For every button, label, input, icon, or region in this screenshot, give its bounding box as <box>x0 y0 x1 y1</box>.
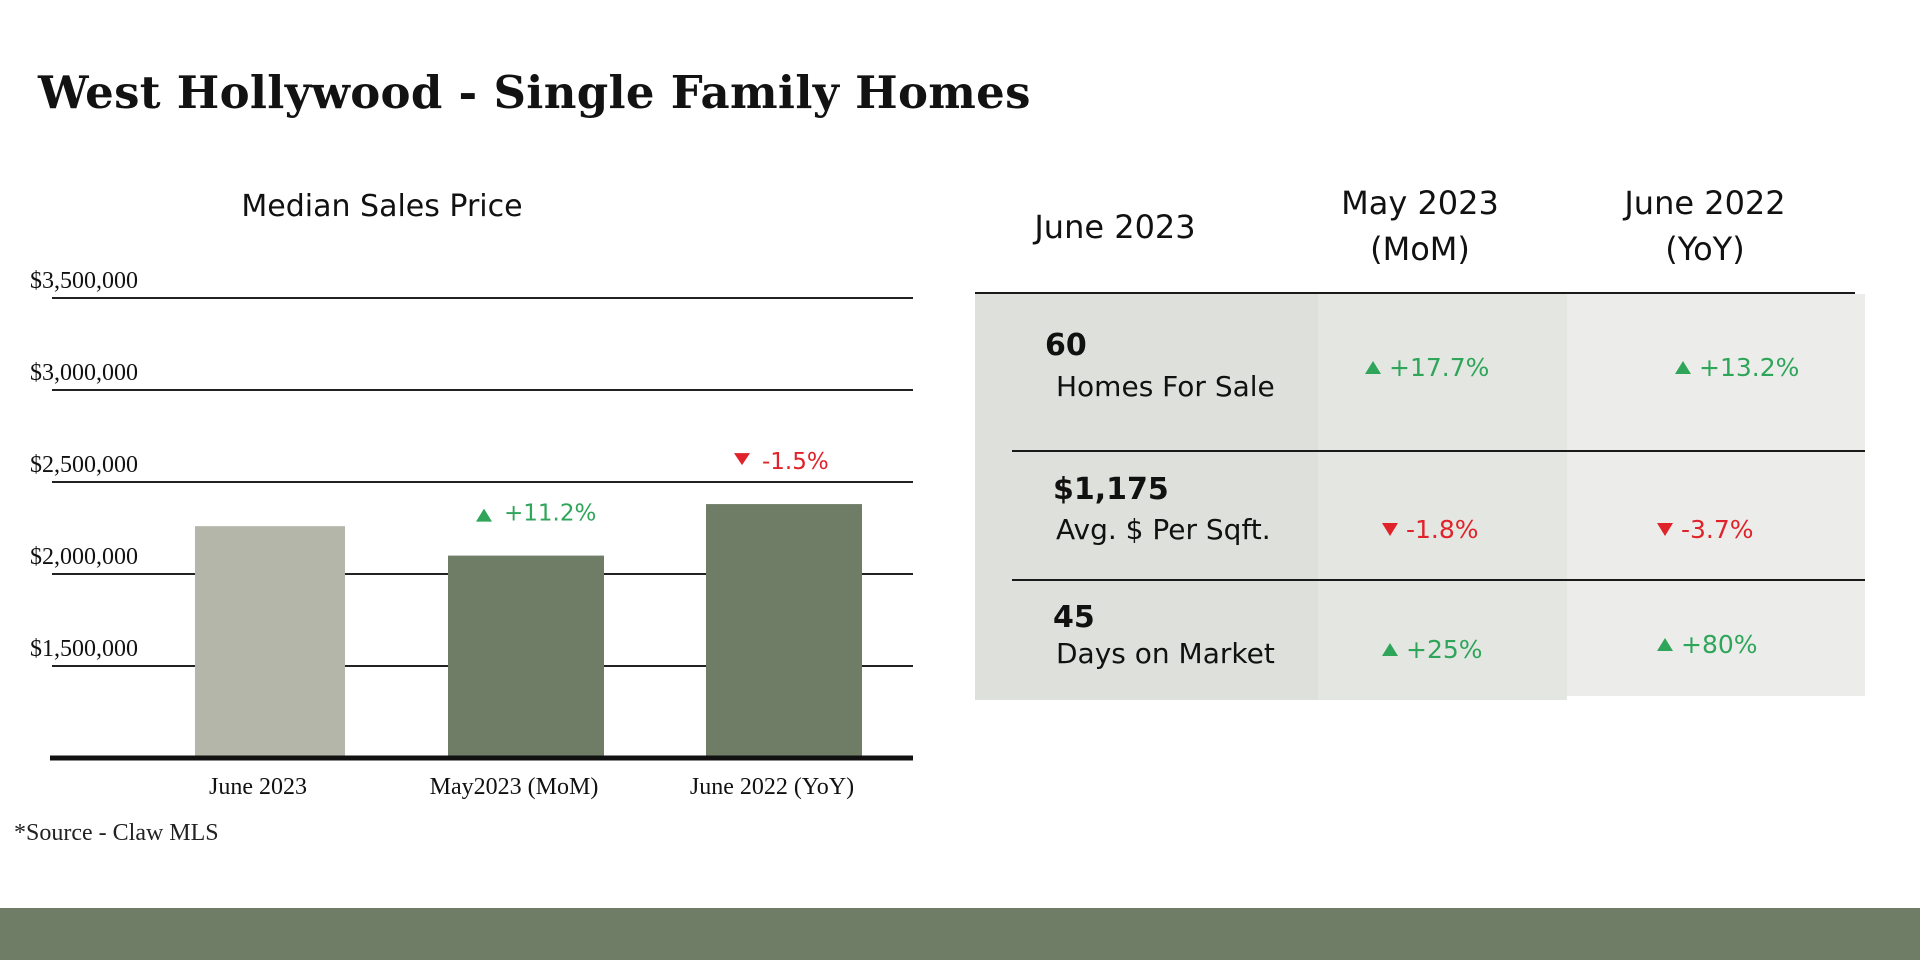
page-title: West Hollywood - Single Family Homes <box>38 66 1031 119</box>
change-value: +17.7% <box>1389 353 1490 382</box>
header-mom: May 2023 (MoM) <box>1315 180 1525 272</box>
days-on-market-label: Days on Market <box>1056 637 1275 670</box>
change-value: +25% <box>1406 635 1483 664</box>
header-yoy-line1: June 2022 <box>1624 184 1786 222</box>
homes-for-sale-yoy-change: +13.2% <box>1675 353 1799 382</box>
y-tick-label: $3,000,000 <box>30 360 138 386</box>
header-mom-line2: (MoM) <box>1370 230 1470 268</box>
y-tick-label: $1,500,000 <box>30 636 138 662</box>
header-mom-line1: May 2023 <box>1341 184 1499 222</box>
x-tick-label: June 2022 (YoY) <box>690 774 854 800</box>
y-tick-label: $2,000,000 <box>30 544 138 570</box>
arrow-up-icon <box>1365 361 1381 374</box>
y-tick-label: $2,500,000 <box>30 452 138 478</box>
header-current: June 2023 <box>1034 208 1196 246</box>
arrow-down-icon <box>734 453 750 466</box>
days-on-market-value: 45 <box>1053 600 1095 635</box>
stats-column-current-bg <box>975 294 1318 700</box>
bar-change-label: +11.2% <box>504 501 596 527</box>
change-value: +80% <box>1681 630 1758 659</box>
homes-for-sale-mom-change: +17.7% <box>1365 353 1489 382</box>
x-tick-label: June 2023 <box>209 774 307 800</box>
stats-column-mom-bg <box>1318 294 1567 700</box>
source-note: *Source - Claw MLS <box>14 820 219 846</box>
change-value: -3.7% <box>1681 515 1754 544</box>
bar-change-label: -1.5% <box>762 449 829 475</box>
header-divider <box>975 292 1855 294</box>
arrow-up-icon <box>1657 638 1673 651</box>
avg-price-per-sqft-mom-change: -1.8% <box>1382 515 1479 544</box>
y-tick-label: $3,500,000 <box>30 268 138 294</box>
row-divider <box>1012 450 1865 452</box>
change-value: +13.2% <box>1699 353 1800 382</box>
header-yoy-line2: (YoY) <box>1665 230 1745 268</box>
bar <box>448 555 604 756</box>
change-value: -1.8% <box>1406 515 1479 544</box>
row-divider <box>1012 579 1865 581</box>
arrow-down-icon <box>1382 523 1398 536</box>
bar <box>706 504 862 756</box>
header-yoy: June 2022 (YoY) <box>1595 180 1815 272</box>
stats-table: June 2023 May 2023 (MoM) June 2022 (YoY)… <box>975 180 1865 700</box>
x-tick-label: May2023 (MoM) <box>430 774 599 800</box>
median-sales-price-chart: Median Sales Price $1,500,000 $2,000,000 $… <box>30 189 913 800</box>
homes-for-sale-value: 60 <box>1045 328 1087 363</box>
arrow-down-icon <box>1657 523 1673 536</box>
avg-price-per-sqft-yoy-change: -3.7% <box>1657 515 1754 544</box>
arrow-up-icon <box>1382 643 1398 656</box>
arrow-up-icon <box>1675 361 1691 374</box>
avg-price-per-sqft-value: $1,175 <box>1053 472 1169 507</box>
avg-price-per-sqft-label: Avg. $ Per Sqft. <box>1056 513 1271 546</box>
homes-for-sale-label: Homes For Sale <box>1056 370 1275 403</box>
chart-title: Median Sales Price <box>241 189 522 224</box>
days-on-market-yoy-change: +80% <box>1657 630 1758 659</box>
days-on-market-mom-change: +25% <box>1382 635 1483 664</box>
bar <box>195 526 345 756</box>
footer-band <box>0 908 1920 960</box>
stats-column-yoy-bg <box>1567 294 1865 696</box>
arrow-up-icon <box>476 508 492 522</box>
